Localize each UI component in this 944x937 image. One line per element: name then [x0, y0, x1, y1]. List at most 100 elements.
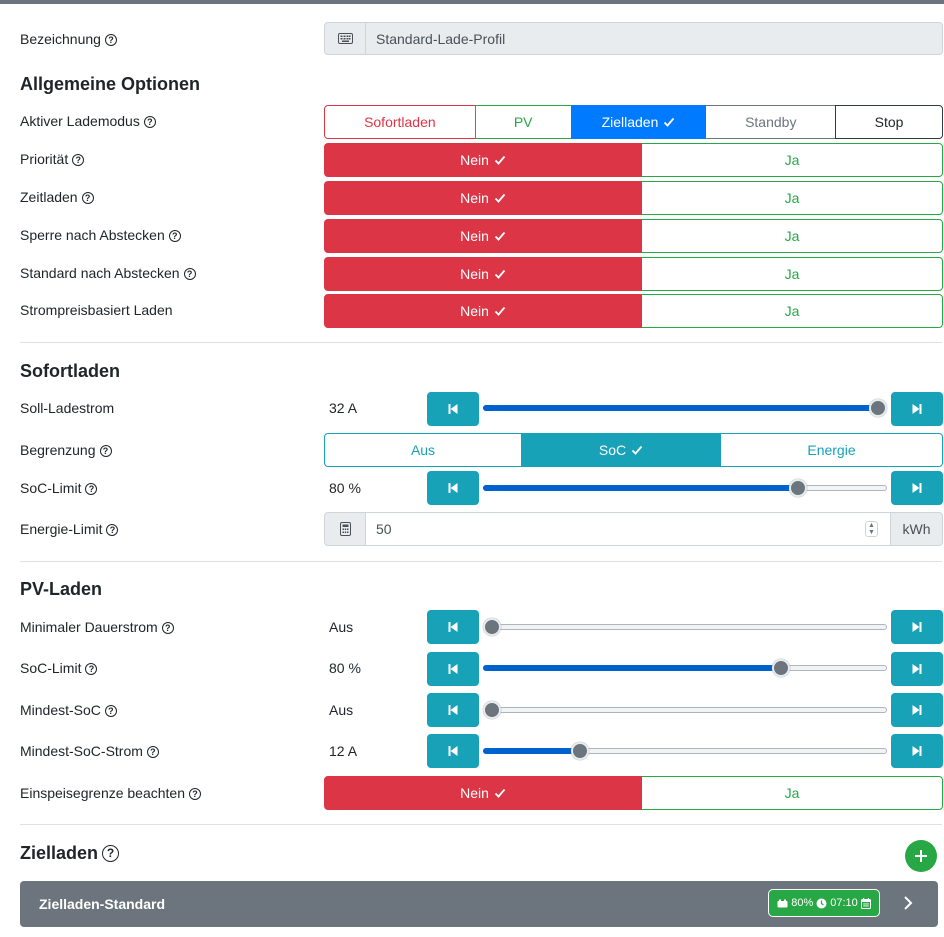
add-plan-button[interactable] [905, 840, 937, 872]
pv-soc-limit-decrease-button[interactable] [427, 652, 479, 686]
slider-thumb[interactable] [483, 618, 501, 636]
chevron-right-icon[interactable] [902, 895, 914, 911]
mode-stop-button[interactable]: Stop [835, 105, 943, 139]
help-icon[interactable]: ? [72, 154, 85, 166]
zeitladen-ja-button[interactable]: Ja [641, 181, 943, 215]
min-dauerstrom-decrease-button[interactable] [427, 610, 479, 644]
sperre-nein-button[interactable]: Nein [324, 219, 642, 253]
check-icon [494, 193, 506, 203]
prioritaet-ja-button[interactable]: Ja [641, 143, 943, 177]
zielladen-plan-card[interactable]: Zielladen-Standard 80% 07:10 [20, 881, 938, 927]
mode-standby-button[interactable]: Standby [705, 105, 837, 139]
begrenzung-energie-button[interactable]: Energie [720, 433, 943, 467]
help-icon[interactable]: ? [104, 34, 117, 46]
min-dauerstrom-label: Minimaler Dauerstrom? [20, 619, 174, 635]
slider-thumb[interactable] [772, 659, 790, 677]
help-icon[interactable]: ? [183, 268, 196, 280]
check-icon [494, 788, 506, 798]
min-dauerstrom-slider[interactable] [483, 618, 887, 636]
mindest-soc-strom-slider[interactable] [483, 742, 887, 760]
soc-limit-slider[interactable] [483, 479, 887, 497]
energie-limit-input[interactable]: 50 ▲ ▼ [366, 512, 891, 546]
calendar-icon [860, 897, 871, 909]
slider-thumb[interactable] [869, 399, 887, 417]
mode-sofortladen-button[interactable]: Sofortladen [324, 105, 476, 139]
help-icon[interactable]: ? [168, 230, 181, 242]
step-forward-icon [912, 746, 922, 756]
help-icon[interactable]: ? [102, 845, 120, 862]
section-heading-allgemein: Allgemeine Optionen [20, 74, 201, 94]
pv-soc-limit-increase-button[interactable] [891, 652, 943, 686]
help-icon[interactable]: ? [85, 663, 98, 675]
mindest-soc-strom-increase-button[interactable] [891, 734, 943, 768]
mode-zielladen-button[interactable]: Zielladen [570, 105, 707, 139]
number-spinner-icon[interactable]: ▲ ▼ [865, 521, 878, 537]
min-dauerstrom-increase-button[interactable] [891, 610, 943, 644]
strompreis-nein-button[interactable]: Nein [324, 294, 642, 328]
help-icon[interactable]: ? [99, 445, 112, 457]
prioritaet-toggle: Nein Ja [324, 143, 943, 177]
standard-label: Standard nach Abstecken? [20, 265, 196, 281]
einspeise-label: Einspeisegrenze beachten? [20, 785, 202, 801]
check-icon [494, 306, 506, 316]
step-backward-icon [448, 483, 458, 493]
help-icon[interactable]: ? [106, 524, 119, 536]
sperre-ja-button[interactable]: Ja [641, 219, 943, 253]
zeitladen-nein-button[interactable]: Nein [324, 181, 642, 215]
slider-fill [483, 485, 797, 491]
standard-ja-button[interactable]: Ja [641, 257, 943, 291]
step-forward-icon [912, 664, 922, 674]
soll-decrease-button[interactable] [427, 392, 479, 426]
strompreis-toggle: Nein Ja [324, 294, 943, 328]
soll-increase-button[interactable] [891, 392, 943, 426]
sperre-toggle: Nein Ja [324, 219, 943, 253]
mindest-soc-increase-button[interactable] [891, 693, 943, 727]
mindest-soc-strom-label: Mindest-SoC-Strom? [20, 743, 159, 759]
divider [20, 561, 942, 562]
mindest-soc-strom-decrease-button[interactable] [427, 734, 479, 768]
energie-limit-input-group: 50 ▲ ▼ kWh [324, 512, 943, 546]
mindest-soc-slider[interactable] [483, 701, 887, 719]
standard-nein-button[interactable]: Nein [324, 257, 642, 291]
sperre-label: Sperre nach Abstecken? [20, 227, 181, 243]
plus-icon [915, 850, 927, 862]
begrenzung-soc-button[interactable]: SoC [521, 433, 721, 467]
pv-soc-limit-value: 80 % [329, 660, 361, 676]
help-icon[interactable]: ? [81, 192, 94, 204]
help-icon[interactable]: ? [85, 483, 98, 495]
einspeise-ja-button[interactable]: Ja [641, 776, 943, 810]
soll-slider[interactable] [483, 399, 887, 417]
strompreis-label: Strompreisbasiert Laden [20, 302, 173, 318]
einspeise-nein-button[interactable]: Nein [324, 776, 642, 810]
mindest-soc-decrease-button[interactable] [427, 693, 479, 727]
mode-pv-button[interactable]: PV [474, 105, 572, 139]
slider-thumb[interactable] [483, 701, 501, 719]
bezeichnung-input[interactable]: Standard-Lade-Profil [366, 22, 943, 55]
prioritaet-nein-button[interactable]: Nein [324, 143, 642, 177]
soc-limit-decrease-button[interactable] [427, 471, 479, 505]
mindest-soc-label: Mindest-SoC? [20, 702, 117, 718]
begrenzung-aus-button[interactable]: Aus [324, 433, 522, 467]
clock-icon [816, 898, 827, 908]
check-icon [494, 269, 506, 279]
pv-soc-limit-label: SoC-Limit? [20, 660, 98, 676]
plan-soc: 80% [791, 897, 814, 909]
slider-thumb[interactable] [571, 742, 589, 760]
help-icon[interactable]: ? [143, 116, 156, 128]
help-icon[interactable]: ? [161, 622, 174, 634]
pv-soc-limit-slider[interactable] [483, 659, 887, 677]
standard-toggle: Nein Ja [324, 257, 943, 291]
help-icon[interactable]: ? [104, 705, 117, 717]
step-forward-icon [912, 404, 922, 414]
help-icon[interactable]: ? [189, 788, 202, 800]
soc-limit-value: 80 % [329, 480, 361, 496]
step-forward-icon [912, 483, 922, 493]
mindest-soc-value: Aus [329, 702, 354, 718]
energie-limit-label: Energie-Limit? [20, 521, 119, 537]
soll-ladestrom-value: 32 A [329, 400, 358, 416]
soc-limit-increase-button[interactable] [891, 471, 943, 505]
slider-fill [483, 405, 877, 411]
strompreis-ja-button[interactable]: Ja [641, 294, 943, 328]
help-icon[interactable]: ? [146, 746, 159, 758]
slider-thumb[interactable] [789, 479, 807, 497]
